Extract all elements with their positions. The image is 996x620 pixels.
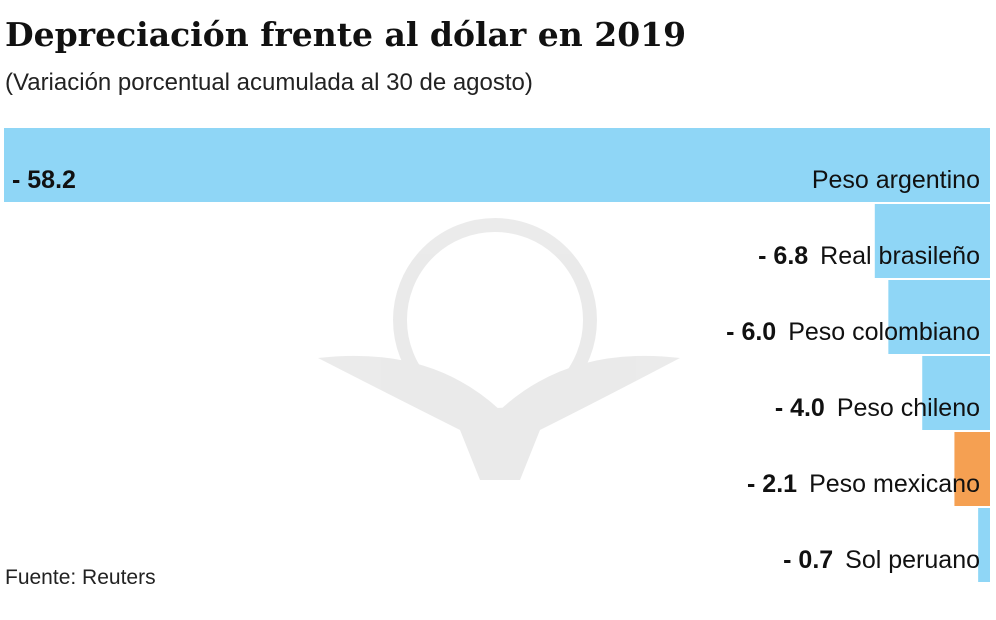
watermark (318, 218, 680, 480)
value-label: - 2.1 (747, 470, 797, 498)
category-label: Peso colombiano (788, 318, 980, 346)
source: Fuente: Reuters (5, 566, 156, 589)
category-label: Sol peruano (845, 546, 980, 574)
category-label: Peso chileno (837, 394, 980, 422)
bar (874, 204, 990, 278)
value-label: - 6.8 (758, 242, 808, 270)
bar (888, 280, 990, 354)
bar (922, 356, 990, 430)
bar (978, 508, 990, 582)
value-label: - 58.2 (12, 166, 76, 194)
category-label: Peso mexicano (809, 470, 980, 498)
category-label: Real brasileño (820, 242, 980, 270)
chart-subtitle: (Variación porcentual acumulada al 30 de… (5, 69, 533, 96)
value-label: - 4.0 (775, 394, 825, 422)
value-label: - 0.7 (783, 546, 833, 574)
category-label: Peso argentino (812, 166, 980, 194)
value-label: - 6.0 (726, 318, 776, 346)
bar (954, 432, 990, 506)
chart-title: Depreciación frente al dólar en 2019 (5, 15, 686, 54)
bar (4, 128, 990, 202)
